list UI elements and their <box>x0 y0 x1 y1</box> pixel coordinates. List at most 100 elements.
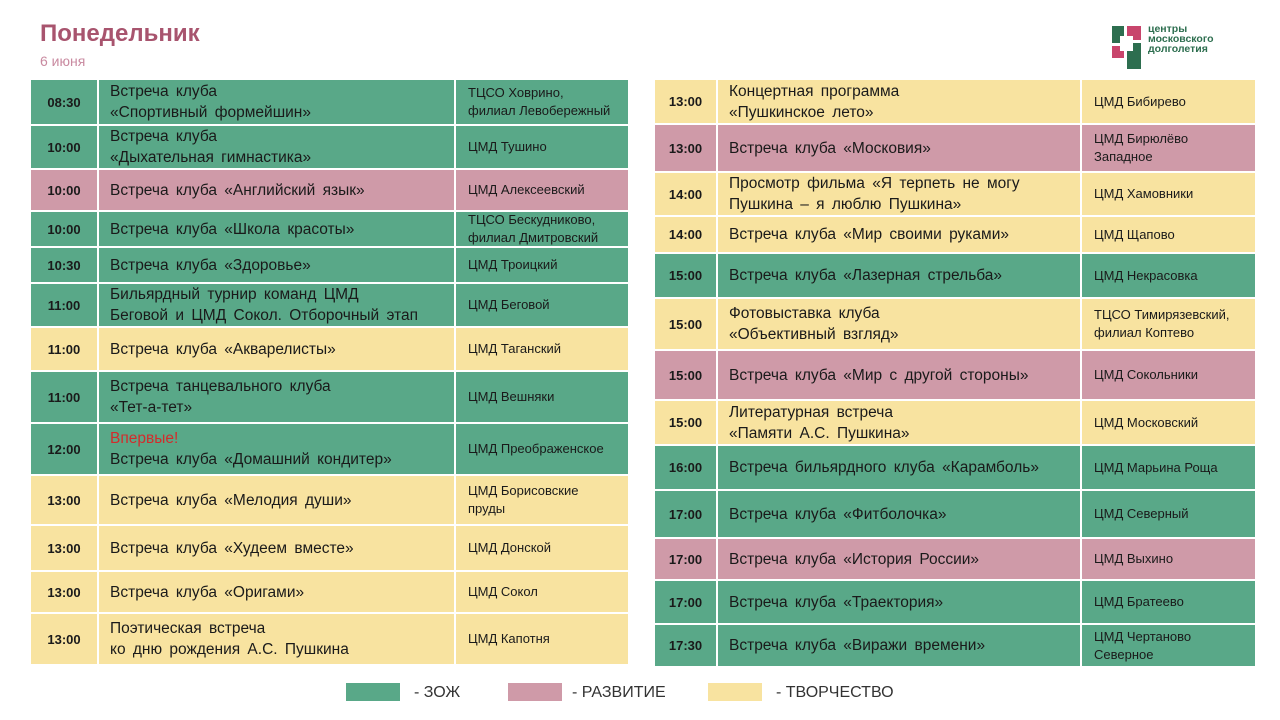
event-time: 17:00 <box>655 581 718 623</box>
logo-text: центры московского долголетия <box>1148 23 1214 55</box>
schedule-row: 15:00 Встреча клуба «Мир с другой стороны… <box>655 351 1255 401</box>
event-venue-line: ЦМД Марьина Роща <box>1094 459 1218 475</box>
legend-swatch-tvor <box>708 683 762 701</box>
event-venue-line: ЦМД Московский <box>1094 414 1199 430</box>
first-time-badge: Впервые! <box>110 430 179 447</box>
event-venue: ЦМД Бибирево <box>1082 80 1255 123</box>
event-time: 15:00 <box>655 254 718 297</box>
event-venue-line: ЦМД Некрасовка <box>1094 267 1198 283</box>
event-venue-line: ЦМД Сокольники <box>1094 367 1199 382</box>
event-venue-line: ЦМД Бирюлёво <box>1094 131 1189 146</box>
event-time: 17:00 <box>655 491 718 537</box>
event-title: Встреча клуба «Мелодия души» <box>99 476 456 524</box>
schedule-table-right: 13:00 Концертная программа «Пушкинское лет… <box>655 80 1255 668</box>
event-title-line: Просмотр фильма «Я терпеть не могу <box>729 175 1020 192</box>
event-title: Встреча клуба «Лазерная стрельба» <box>718 254 1082 297</box>
event-time: 10:00 <box>31 212 99 246</box>
schedule-row: 15:00 Встреча клуба «Лазерная стрельба» ЦМ… <box>655 254 1255 299</box>
event-venue-line: ТЦСО Тимирязевский, <box>1094 307 1230 322</box>
event-title-line: Концертная программа <box>729 82 900 100</box>
event-venue: ЦМД Таганский <box>456 328 628 370</box>
event-title: Встреча клуба «Худеем вместе» <box>99 526 456 570</box>
event-venue-line: филиал Коптево <box>1094 325 1195 340</box>
event-venue-line: ЦМД Таганский <box>468 341 562 356</box>
event-title-line: Беговой и ЦМД Сокол. Отборочный этап <box>110 307 419 324</box>
schedule-row: 11:00 Встреча танцевального клуба «Тет-а-т… <box>31 372 628 424</box>
event-venue-line: ЦМД Донской <box>468 540 552 555</box>
schedule-row: 11:00 Встреча клуба «Акварелисты» ЦМД Тага… <box>31 328 628 372</box>
event-time: 10:30 <box>31 248 99 282</box>
event-time: 13:00 <box>31 572 99 612</box>
event-title: Литературная встреча «Памяти А.С. Пушкина… <box>718 401 1082 444</box>
schedule-row: 15:00 Литературная встреча «Памяти А.С. Пу… <box>655 401 1255 446</box>
event-title-line: «Памяти А.С. Пушкина» <box>729 424 910 442</box>
event-time: 10:00 <box>31 126 99 168</box>
event-venue-line: ЦМД Хамовники <box>1094 186 1194 201</box>
event-title-line: Встреча клуба «Оригами» <box>110 583 305 601</box>
event-title-line: Встреча клуба <box>110 128 217 145</box>
event-title-line: Встреча клуба «Мелодия души» <box>110 491 352 509</box>
event-venue: ЦМД Братеево <box>1082 581 1255 623</box>
event-venue: ЦМД Тушино <box>456 126 628 168</box>
event-venue: ЦМД Капотня <box>456 614 628 664</box>
event-venue: ЦМД Бирюлёво Западное <box>1082 125 1255 171</box>
event-venue-line: Северное <box>1094 646 1154 662</box>
legend-label-zoj: - ЗОЖ <box>414 684 461 701</box>
event-venue: ЦМД Московский <box>1082 401 1255 444</box>
event-title: Встреча клуба «Траектория» <box>718 581 1082 623</box>
event-title-line: Встреча танцевального клуба <box>110 378 331 395</box>
event-venue-line: ЦМД Братеево <box>1094 594 1184 609</box>
event-venue: ЦМД Щапово <box>1082 217 1255 252</box>
schedule-row: 17:00 Встреча клуба «История России» ЦМД В… <box>655 539 1255 581</box>
event-title-line: Встреча клуба <box>110 83 217 100</box>
event-title: Встреча клуба «Мир своими руками» <box>718 217 1082 252</box>
event-title: Встреча клуба «Акварелисты» <box>99 328 456 370</box>
event-venue-line: филиал Дмитровский <box>468 230 599 245</box>
event-venue-line: ЦМД Алексеевский <box>468 182 585 197</box>
schedule-table-left: 08:30 Встреча клуба «Спортивный формейшин»… <box>31 80 628 666</box>
event-time: 08:30 <box>31 80 99 124</box>
schedule-row: 13:00 Встреча клуба «Худеем вместе» ЦМД До… <box>31 526 628 572</box>
event-title-line: Встреча клуба «Домашний кондитер» <box>110 451 392 468</box>
event-venue: ЦМД Некрасовка <box>1082 254 1255 297</box>
event-time: 13:00 <box>31 476 99 524</box>
event-venue: ЦМД Троицкий <box>456 248 628 282</box>
event-time: 11:00 <box>31 372 99 422</box>
event-title-line: Встреча клуба «Школа красоты» <box>110 220 355 238</box>
event-time: 14:00 <box>655 173 718 215</box>
event-title-line: Встреча клуба «Московия» <box>729 139 931 157</box>
event-venue-line: ЦМД Беговой <box>468 297 550 312</box>
event-venue: ЦМД Хамовники <box>1082 173 1255 215</box>
event-title-line: Встреча клуба «Лазерная стрельба» <box>729 267 1003 284</box>
event-title-line: ко дню рождения А.С. Пушкина <box>110 641 349 658</box>
event-time: 13:00 <box>655 125 718 171</box>
event-title-line: Встреча клуба «Фитболочка» <box>729 505 947 523</box>
event-title: Встреча клуба «Мир с другой стороны» <box>718 351 1082 399</box>
event-title: Встреча клуба «Виражи времени» <box>718 625 1082 666</box>
event-venue-line: ЦМД Чертаново <box>1094 628 1192 644</box>
legend-swatch-razv <box>508 683 562 701</box>
event-venue: ЦМД Сокол <box>456 572 628 612</box>
event-title-line: Фотовыставка клуба <box>729 305 880 322</box>
event-venue: ЦМД Алексеевский <box>456 170 628 210</box>
logo: центры московского долголетия <box>1111 24 1241 72</box>
event-time: 11:00 <box>31 328 99 370</box>
event-venue: ЦМД Сокольники <box>1082 351 1255 399</box>
schedule-row: 12:00 Впервые! Встреча клуба «Домашний кон… <box>31 424 628 476</box>
event-title-line: Встреча клуба «Виражи времени» <box>729 637 986 654</box>
schedule-row: 14:00 Встреча клуба «Мир своими руками» ЦМ… <box>655 217 1255 254</box>
event-venue: ТЦСО Тимирязевский, филиал Коптево <box>1082 299 1255 349</box>
event-title: Фотовыставка клуба «Объективный взгляд» <box>718 299 1082 349</box>
event-time: 16:00 <box>655 446 718 489</box>
event-title: Встреча клуба «Здоровье» <box>99 248 456 282</box>
event-time: 13:00 <box>31 526 99 570</box>
event-title: Встреча клуба «Фитболочка» <box>718 491 1082 537</box>
event-time: 15:00 <box>655 401 718 444</box>
event-title: Просмотр фильма «Я терпеть не могу Пушкин… <box>718 173 1082 215</box>
event-venue-line: ЦМД Бибирево <box>1094 93 1186 109</box>
event-venue-line: ЦМД Капотня <box>468 631 550 646</box>
event-venue: ЦМД Чертаново Северное <box>1082 625 1255 666</box>
event-title-line: Литературная встреча <box>729 403 893 421</box>
event-title-line: Поэтическая встреча <box>110 620 266 637</box>
event-title-line: «Тет-а-тет» <box>110 399 193 416</box>
